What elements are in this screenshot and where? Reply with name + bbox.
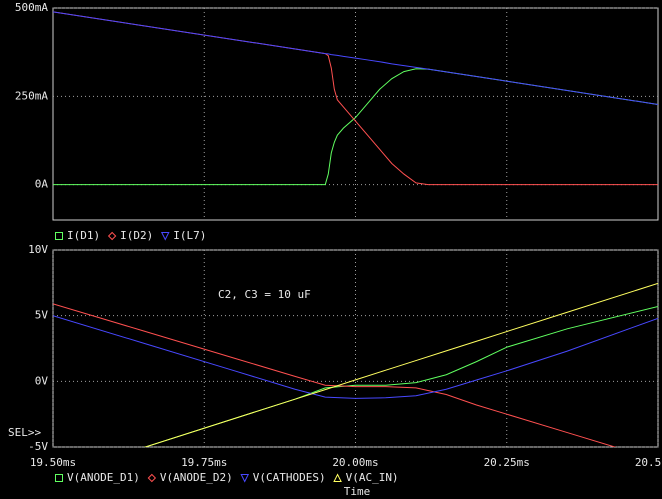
x-tick-label: 19.50ms: [30, 456, 76, 469]
y-tick-label: 250mA: [15, 89, 48, 102]
legend-label: V(ANODE_D2): [160, 471, 233, 484]
legend-label: V(ANODE_D1): [67, 471, 140, 484]
legend-marker: [107, 231, 117, 241]
legend-marker: [160, 232, 170, 241]
y-tick-label: 0A: [35, 178, 49, 191]
y-tick-label: 5V: [35, 309, 49, 322]
trace: [53, 11, 658, 105]
x-tick-label: 19.75ms: [181, 456, 227, 469]
trace: [53, 315, 658, 399]
plot-frame: [52, 249, 659, 448]
annotation: C2, C3 = 10 uF: [218, 288, 311, 301]
legend-label: V(CATHODES): [253, 471, 326, 484]
trace: [143, 282, 658, 447]
legend-marker: [333, 473, 342, 482]
legend-marker: [147, 473, 157, 483]
legend-label: I(D1): [67, 229, 100, 242]
y-tick-label: -5V: [28, 440, 48, 453]
legend-label: I(L7): [173, 229, 206, 242]
trace: [53, 11, 658, 186]
y-tick-label: 0V: [35, 374, 49, 387]
legend-label: V(AC_IN): [346, 471, 399, 484]
x-axis-label: Time: [344, 485, 371, 498]
trace: [143, 305, 658, 447]
plot-traces: [53, 11, 658, 186]
trace: [53, 303, 617, 447]
legend-marker: [55, 232, 63, 240]
x-tick-label: 20.25ms: [484, 456, 530, 469]
y-tick-label: 500mA: [15, 1, 48, 14]
y-tick-label: 10V: [28, 243, 48, 256]
plot-traces: [53, 282, 658, 447]
x-tick-label: 20.00ms: [332, 456, 378, 469]
x-tick-label: 20.50ms: [635, 456, 662, 469]
selector-label: SEL>>: [8, 426, 41, 439]
legend-marker: [240, 474, 250, 483]
legend-label: I(D2): [120, 229, 153, 242]
legend-marker: [55, 474, 63, 482]
trace: [53, 68, 658, 186]
